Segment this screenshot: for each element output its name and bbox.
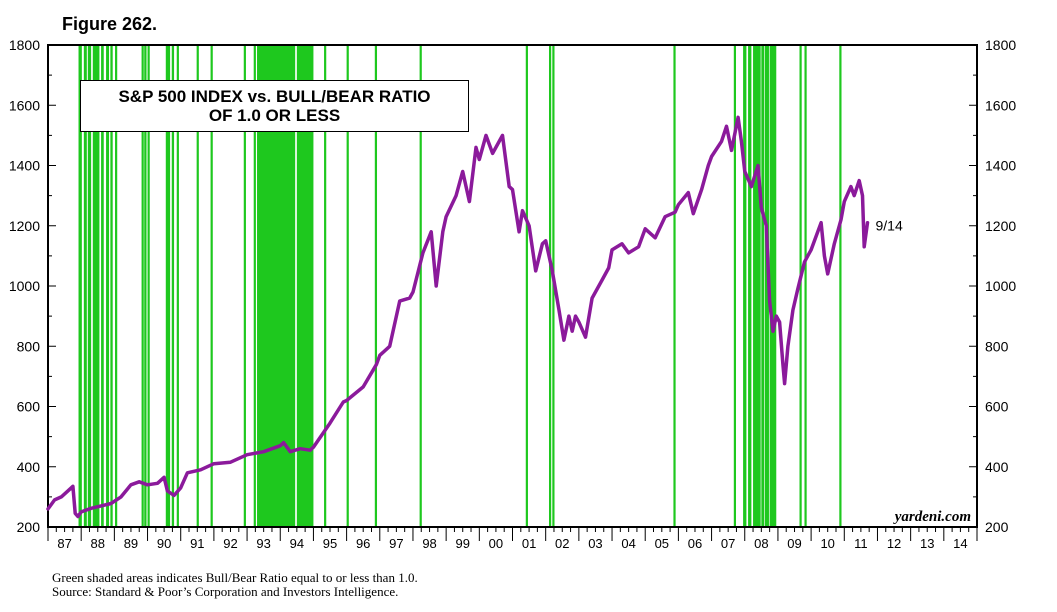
x-tick-label: 90 — [157, 536, 171, 551]
y-tick-label-left: 1400 — [9, 158, 40, 174]
y-tick-label-left: 1000 — [9, 278, 40, 294]
x-tick-label: 03 — [588, 536, 602, 551]
x-tick-label: 09 — [787, 536, 801, 551]
shade-period — [419, 45, 422, 527]
shade-period — [673, 45, 676, 527]
shade-period — [804, 45, 807, 527]
y-tick-label-right: 1800 — [985, 37, 1016, 53]
x-tick-label: 04 — [621, 536, 635, 551]
footnote-shading: Green shaded areas indicates Bull/Bear R… — [52, 570, 418, 585]
shade-period — [141, 45, 144, 527]
y-tick-label-right: 400 — [985, 459, 1009, 475]
shade-period — [147, 45, 150, 527]
x-tick-label: 10 — [820, 536, 834, 551]
shade-period — [743, 45, 747, 527]
shade-period — [83, 45, 87, 527]
shade-period — [165, 45, 171, 527]
x-tick-label: 89 — [124, 536, 138, 551]
shade-period — [839, 45, 842, 527]
x-tick-label: 08 — [754, 536, 768, 551]
shade-period — [176, 45, 179, 527]
shade-period — [243, 45, 246, 527]
y-tick-label-left: 800 — [17, 338, 41, 354]
shade-period — [799, 45, 802, 527]
shade-period — [525, 45, 528, 527]
footnote-source: Source: Standard & Poor’s Corporation an… — [52, 584, 399, 599]
x-tick-label: 93 — [256, 536, 270, 551]
shade-period — [748, 45, 752, 527]
y-tick-label-right: 800 — [985, 338, 1009, 354]
y-tick-label-left: 1800 — [9, 37, 40, 53]
shade-period — [769, 45, 777, 527]
y-tick-label-right: 1600 — [985, 97, 1016, 113]
shade-period — [144, 45, 147, 527]
shade-period — [733, 45, 737, 527]
shade-period — [101, 45, 104, 527]
x-tick-label: 87 — [57, 536, 71, 551]
y-tick-label-left: 1600 — [9, 97, 40, 113]
shade-period — [764, 45, 769, 527]
y-tick-label-right: 1000 — [985, 278, 1016, 294]
x-tick-label: 02 — [555, 536, 569, 551]
x-tick-label: 99 — [455, 536, 469, 551]
chart-title-line-2: OF 1.0 OR LESS — [208, 106, 341, 125]
watermark: yardeni.com — [893, 509, 971, 525]
shade-period — [324, 45, 327, 527]
x-tick-label: 98 — [422, 536, 436, 551]
x-tick-label: 92 — [223, 536, 237, 551]
x-tick-label: 12 — [887, 536, 901, 551]
shade-period — [87, 45, 92, 527]
x-tick-label: 88 — [91, 536, 105, 551]
y-tick-label-left: 600 — [17, 399, 41, 415]
end-date-label: 9/14 — [876, 218, 903, 234]
x-tick-label: 96 — [356, 536, 370, 551]
shade-period — [110, 45, 113, 527]
figure-label: Figure 262. — [62, 14, 158, 34]
shade-period — [374, 45, 378, 527]
y-tick-label-left: 200 — [17, 519, 41, 535]
chart-title-box: S&P 500 INDEX vs. BULL/BEAR RATIO OF 1.0… — [80, 80, 469, 132]
shade-period — [761, 45, 764, 527]
shade-period — [253, 45, 256, 527]
shade-period — [346, 45, 349, 527]
x-tick-label: 14 — [953, 536, 967, 551]
x-tick-label: 00 — [489, 536, 503, 551]
y-tick-label-left: 1200 — [9, 218, 40, 234]
x-tick-label: 95 — [323, 536, 337, 551]
shade-period — [106, 45, 110, 527]
shade-period — [78, 45, 82, 527]
shade-period — [171, 45, 175, 527]
shade-period — [115, 45, 118, 527]
x-tick-label: 13 — [920, 536, 934, 551]
x-tick-label: 97 — [389, 536, 403, 551]
x-tick-label: 06 — [688, 536, 702, 551]
shade-period — [210, 45, 213, 527]
x-tick-label: 07 — [721, 536, 735, 551]
shade-period — [753, 45, 761, 527]
x-tick-label: 01 — [522, 536, 536, 551]
sp500-line — [46, 115, 870, 519]
y-tick-label-right: 600 — [985, 399, 1009, 415]
x-tick-label: 94 — [290, 536, 304, 551]
x-tick-label: 91 — [190, 536, 204, 551]
shade-period — [296, 45, 314, 527]
y-tick-label-right: 1400 — [985, 158, 1016, 174]
shade-period — [196, 45, 199, 527]
chart-title-line-1: S&P 500 INDEX vs. BULL/BEAR RATIO — [118, 87, 431, 106]
x-tick-label: 05 — [655, 536, 669, 551]
y-tick-label-right: 1200 — [985, 218, 1016, 234]
y-tick-label-right: 200 — [985, 519, 1009, 535]
shade-period — [548, 45, 552, 527]
shade-period — [92, 45, 100, 527]
y-tick-label-left: 400 — [17, 459, 41, 475]
x-tick-label: 11 — [854, 536, 868, 551]
